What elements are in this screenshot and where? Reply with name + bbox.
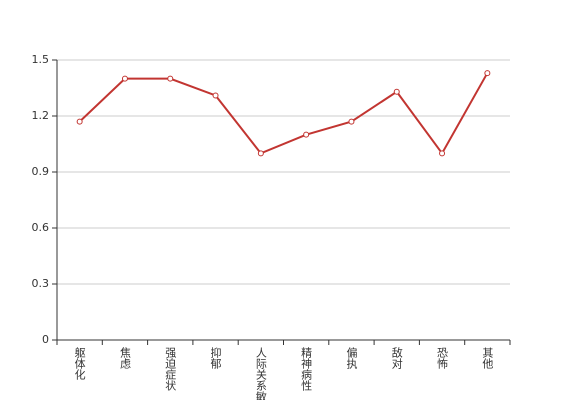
x-tick-label: 躯体化	[73, 347, 86, 381]
y-tick-label: 1.5	[32, 53, 50, 66]
x-tick-label: 焦虑	[118, 347, 131, 369]
point	[303, 131, 310, 138]
point	[348, 118, 355, 125]
x-tick-label: 其他	[481, 347, 494, 369]
point	[484, 70, 491, 77]
x-tick-label: 敌对	[390, 346, 403, 369]
point	[439, 150, 446, 157]
x-tick-label: 精神病性	[300, 347, 313, 392]
point	[121, 75, 128, 82]
y-tick-label: 0.9	[32, 165, 50, 178]
y-tick-label: 0	[42, 333, 49, 346]
point	[76, 118, 83, 125]
x-tick-label: 强迫症状	[164, 347, 177, 391]
point	[167, 75, 174, 82]
x-tick-label: 抑郁	[209, 346, 222, 369]
x-tick-label: 偏执	[345, 346, 358, 370]
x-tick-label: 恐怖	[436, 347, 449, 369]
line	[78, 72, 489, 156]
y-tick-label: 0.6	[32, 221, 50, 234]
y-tick-label: 1.2	[32, 109, 50, 122]
x-tick-label: 人际关系敏感	[254, 347, 267, 400]
y-tick-label: 0.3	[32, 277, 50, 290]
point	[212, 92, 219, 99]
point	[393, 88, 400, 95]
point	[257, 150, 264, 157]
